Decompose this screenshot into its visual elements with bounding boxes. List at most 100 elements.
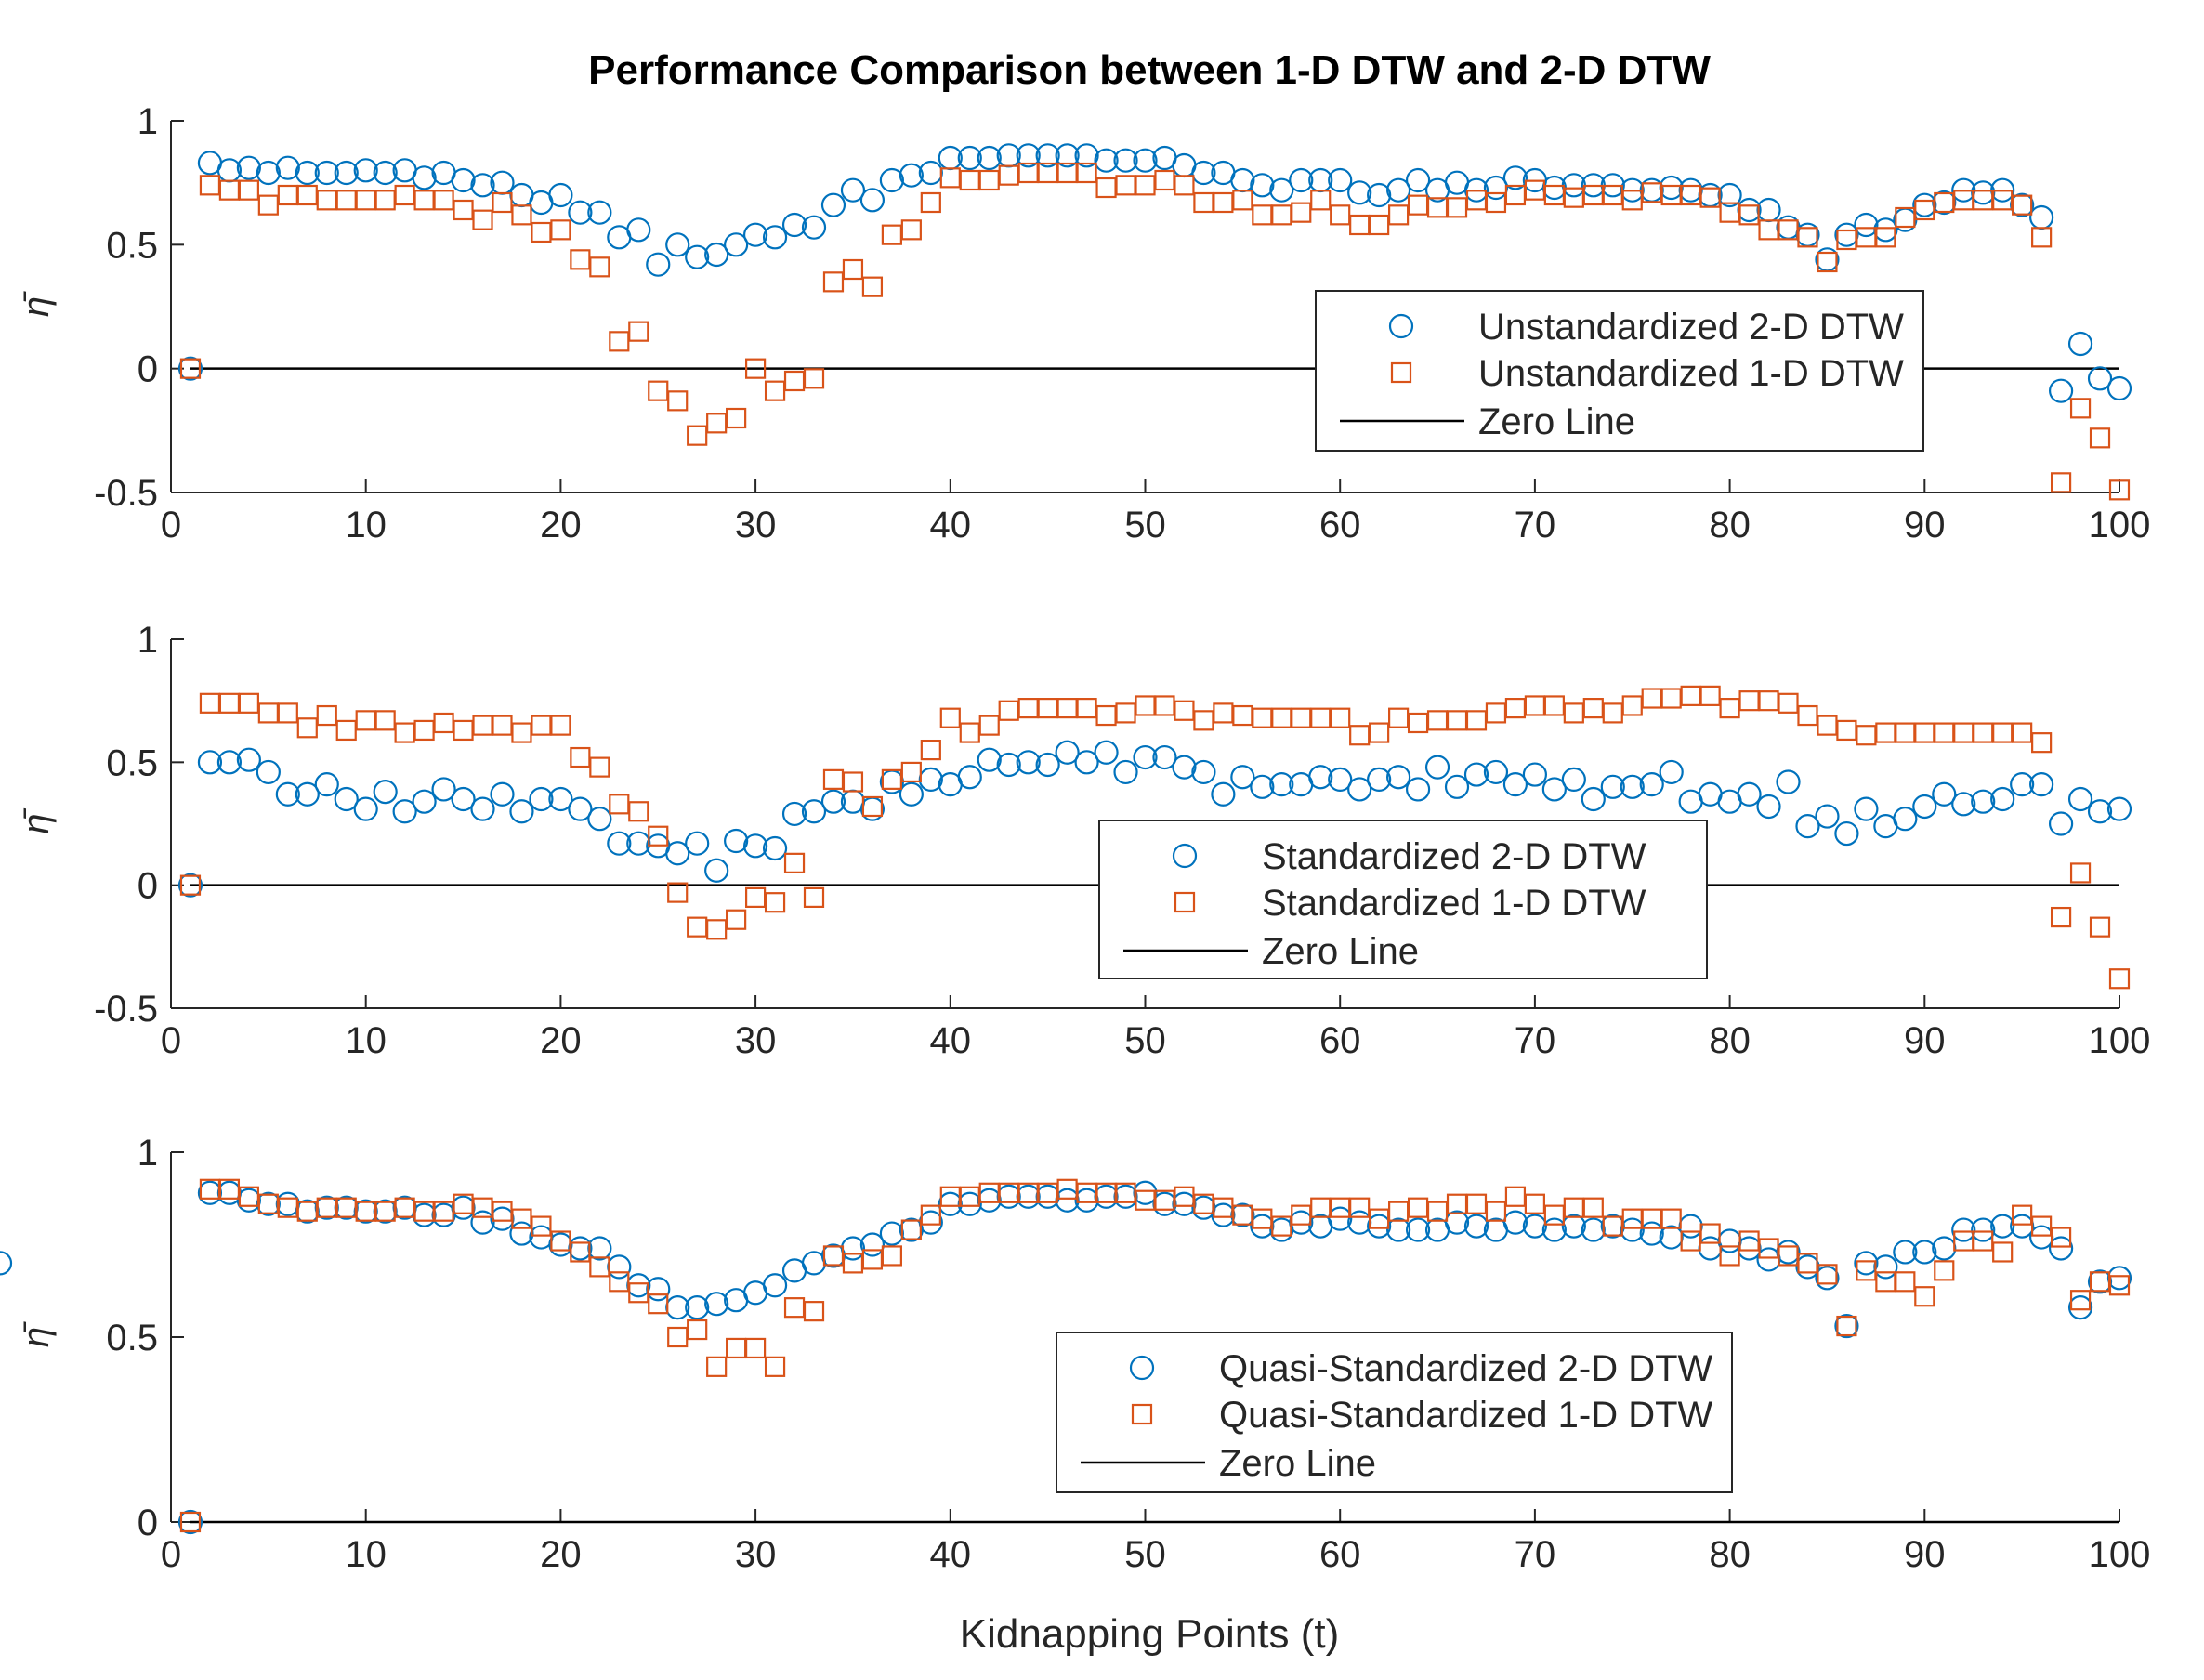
data-point [842,258,864,281]
data-point [1172,755,1197,780]
data-point [626,217,651,243]
subplot-panels: 0 10 20 30 40 50 60 70 80 90 100-0.500.51η̄ Unstand… [0,101,2150,1575]
data-point [628,321,649,342]
data-point [587,807,612,832]
data-point [1971,1217,1996,1242]
x-tick-label: 20 [540,1534,582,1575]
data-point [550,715,571,736]
x-axis-label: Kidnapping Points (t) [960,1611,1339,1657]
data-point [1094,148,1119,173]
data-point [1992,1241,2014,1263]
data-point [803,1301,825,1322]
subplot-1: 0 10 20 30 40 50 60 70 80 90 100-0.500.51η̄ Unstand… [16,101,2150,545]
legend-marker-1d [1174,891,1196,913]
series-2d [177,143,2132,403]
data-point [2067,331,2093,357]
data-point [628,801,649,822]
data-point [1330,707,1351,728]
data-point [392,799,417,824]
data-point [1699,685,1721,706]
data-point [1076,162,1097,184]
data-point [1310,190,1332,211]
data-point [179,358,202,379]
legend-box [1098,820,1708,979]
x-tick-label: 70 [1515,1020,1556,1061]
data-point [550,219,571,241]
data-point [744,1337,767,1359]
data-point [374,710,396,731]
x-tick-label: 70 [1515,505,1556,545]
data-point [648,825,669,847]
data-point [1113,759,1138,785]
data-point [1895,1271,1916,1293]
data-point [334,786,359,812]
data-point [1269,177,1294,203]
data-point [1522,1214,1548,1239]
data-point [2048,378,2074,403]
legend-box [1056,1332,1733,1493]
data-point [1035,752,1060,778]
data-point [764,892,786,913]
x-tick-label: 50 [1124,505,1166,545]
data-point [238,179,259,201]
x-tick-label: 100 [2089,505,2151,545]
subplot-3: 0 10 20 30 40 50 60 70 80 90 10000.51η̄Quasi-Stand… [0,1133,2150,1575]
data-point [1347,180,1372,205]
data-point [1951,792,1976,817]
data-point [509,799,534,824]
data-point [334,160,359,186]
data-point [1250,774,1275,799]
data-point [353,158,378,183]
data-point [820,192,846,217]
data-point [2108,968,2131,990]
y-tick-label: 0 [138,866,158,907]
data-point [1291,202,1312,223]
data-point [568,796,593,821]
data-point [2106,375,2132,401]
data-point [920,739,941,761]
data-point [1756,794,1781,820]
data-point [1328,1206,1353,1231]
subplot-2: 0 10 20 30 40 50 60 70 80 90 100-0.500.51η̄Standar… [16,620,2150,1061]
data-point [762,835,788,861]
data-point [1191,759,1216,785]
data-point [687,1319,708,1341]
data-point [314,160,339,186]
data-point [920,191,941,214]
data-point [1737,781,1762,807]
data-point [256,160,281,186]
x-tick-label: 60 [1319,1534,1361,1575]
data-point [550,1230,571,1252]
data-point [451,786,476,812]
y-tick-label: -0.5 [94,989,158,1030]
data-point [2069,398,2092,419]
data-point [861,276,884,297]
data-point [1016,143,1041,168]
data-point [0,1251,13,1276]
data-point [470,1210,495,1235]
data-point [957,765,982,790]
data-point [1659,759,1684,785]
data-point [1502,1210,1528,1235]
data-point [1055,143,1080,168]
legend-box [1315,290,1924,452]
legend-label-zero-line: Zero Line [1262,931,1419,972]
data-point [548,182,573,208]
data-point [1367,182,1392,208]
data-point [609,1271,630,1293]
data-point [704,858,729,883]
x-tick-label: 80 [1709,505,1751,545]
data-point [1386,177,1411,203]
x-tick-label: 80 [1709,1534,1751,1575]
y-tick-label: 0 [138,1503,158,1543]
data-point [900,1219,922,1240]
data-point [1912,794,1937,820]
data-point [1074,750,1099,775]
data-point [236,155,261,180]
data-point [724,232,749,257]
data-point [1699,1223,1721,1244]
data-point [1815,804,1840,829]
data-point [179,1511,202,1533]
data-point [704,242,729,268]
series-1d [179,1178,2131,1533]
